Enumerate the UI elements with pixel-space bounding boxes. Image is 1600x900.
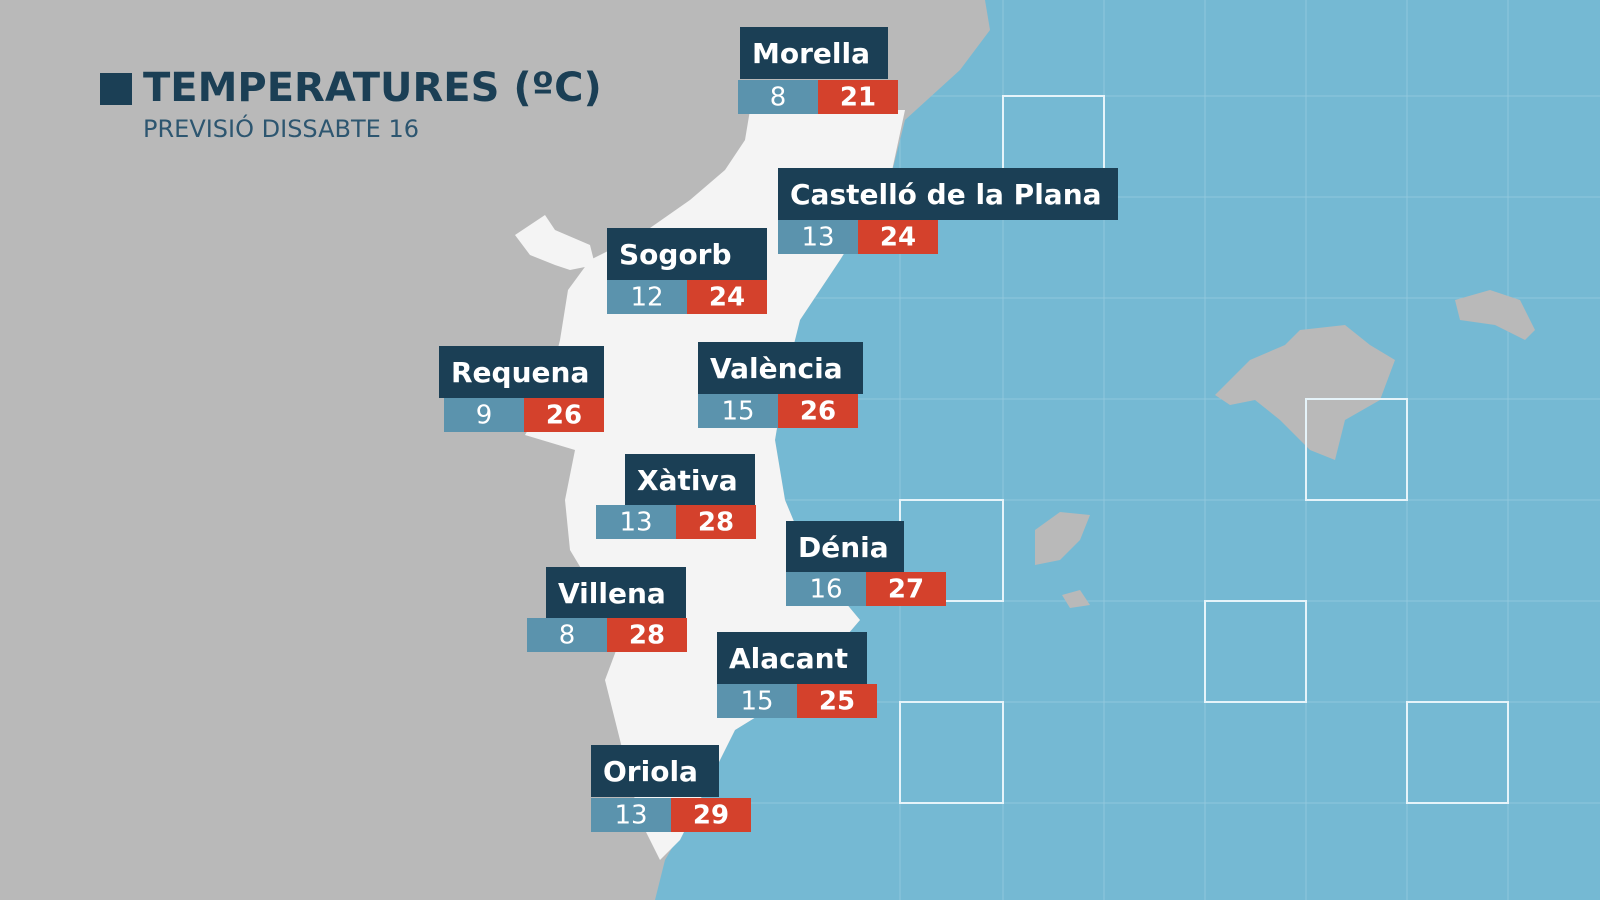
min-box	[778, 220, 858, 254]
city-name: Requena	[451, 356, 589, 389]
islands	[1035, 290, 1535, 608]
max-box	[607, 618, 687, 652]
name-box	[607, 228, 767, 280]
min-temp: 13	[614, 801, 647, 831]
max-temp: 26	[546, 401, 582, 431]
min-temp: 15	[740, 687, 773, 717]
min-box	[607, 280, 687, 314]
max-box	[524, 398, 604, 432]
min-temp: 8	[559, 621, 576, 651]
name-box	[786, 521, 904, 573]
max-temp: 24	[880, 223, 916, 253]
min-box	[698, 394, 778, 428]
min-temp: 12	[630, 283, 663, 313]
max-box	[778, 394, 858, 428]
city-name: Xàtiva	[637, 464, 738, 497]
min-temp: 16	[809, 575, 842, 605]
min-temp: 15	[721, 397, 754, 427]
max-box	[866, 572, 946, 606]
max-temp: 24	[709, 283, 745, 313]
name-box	[740, 27, 888, 79]
max-temp: 28	[698, 508, 734, 538]
max-box	[797, 684, 877, 718]
min-temp: 13	[801, 223, 834, 253]
max-temp: 28	[629, 621, 665, 651]
min-box	[527, 618, 607, 652]
max-temp: 29	[693, 801, 729, 831]
city-labels: Morella 8 21 Castelló de la Plana 13 24 Sogorb…	[439, 27, 1118, 832]
max-temp: 21	[840, 83, 876, 113]
max-temp: 26	[800, 397, 836, 427]
mallorca	[1215, 325, 1395, 460]
name-box	[546, 567, 686, 619]
city-name: Alacant	[729, 642, 848, 675]
min-box	[786, 572, 866, 606]
city-name: Sogorb	[619, 238, 732, 271]
square	[1406, 701, 1509, 804]
min-box	[596, 505, 676, 539]
title-marker	[100, 73, 132, 105]
subtitle: PREVISIÓ DISSABTE 16	[143, 113, 419, 143]
name-box	[778, 168, 1118, 220]
square	[1204, 600, 1307, 703]
max-box	[858, 220, 938, 254]
city-name: Oriola	[603, 755, 698, 788]
name-box	[698, 342, 863, 394]
formentera	[1062, 590, 1090, 608]
min-box	[717, 684, 797, 718]
name-box	[625, 454, 755, 506]
eivissa	[1035, 512, 1090, 565]
max-box	[687, 280, 767, 314]
name-box	[717, 632, 867, 684]
max-box	[676, 505, 756, 539]
min-temp: 13	[619, 508, 652, 538]
city-name: València	[710, 352, 843, 385]
square	[1305, 398, 1408, 501]
min-temp: 9	[476, 401, 493, 431]
max-box	[818, 80, 898, 114]
name-box	[439, 346, 604, 398]
max-temp: 25	[819, 687, 855, 717]
min-box	[444, 398, 524, 432]
name-box	[591, 745, 719, 797]
max-temp: 27	[888, 575, 924, 605]
min-box	[738, 80, 818, 114]
square	[899, 701, 1004, 804]
menorca	[1455, 290, 1535, 340]
city-name: Castelló de la Plana	[790, 178, 1102, 211]
title: TEMPERATURES (ºC)	[143, 65, 602, 111]
city-name: Villena	[558, 577, 666, 610]
city-name: Morella	[752, 37, 870, 70]
max-box	[671, 798, 751, 832]
min-temp: 8	[770, 83, 787, 113]
enclave	[515, 215, 595, 270]
min-box	[591, 798, 671, 832]
city-name: Dénia	[798, 531, 889, 564]
